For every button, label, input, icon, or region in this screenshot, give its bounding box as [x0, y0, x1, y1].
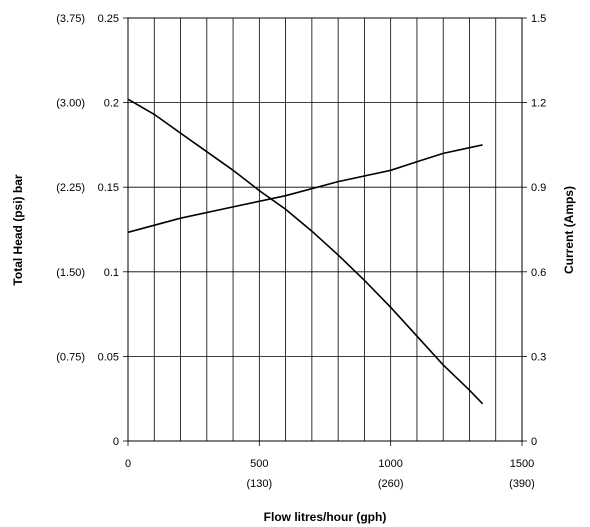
x-tick-sublabel: (130) [246, 478, 272, 490]
y-axis-left-title: Total Head (psi) bar [11, 174, 25, 285]
y-left-tick-label: 0.05 [98, 351, 119, 363]
x-tick-label: 0 [125, 458, 131, 470]
x-tick-label: 1000 [378, 458, 402, 470]
horizontal-gridlines [128, 102, 522, 357]
y-right-tick-label: 0.6 [531, 267, 546, 279]
x-axis-title: Flow litres/hour (gph) [264, 510, 387, 524]
y-right-tick-label: 0 [531, 436, 537, 448]
y-right-tick-label: 0.3 [531, 351, 546, 363]
y-left-tick-label: 0.1 [104, 267, 119, 279]
y-left-alt-tick-label: (3.00) [56, 98, 85, 110]
y-right-tick-label: 0.9 [531, 182, 546, 194]
y-right-tick-label: 1.5 [531, 13, 546, 25]
y-left-alt-tick-label: (0.75) [56, 351, 85, 363]
y-left-tick-label: 0 [113, 436, 119, 448]
series-layer [127, 98, 484, 405]
y-left-alt-tick-label: (2.25) [56, 182, 85, 194]
tick-labels: 0 0.05 (0.75) 0.1 (1.50) 0.15 (2.25) 0.2 (3.00) 0… [56, 13, 546, 490]
plot-frame [127, 17, 523, 442]
y-right-tick-label: 1.2 [531, 98, 546, 110]
y-left-alt-tick-label: (1.50) [56, 267, 85, 279]
y-left-tick-label: 0.2 [104, 98, 119, 110]
y-left-tick-label: 0.25 [98, 13, 119, 25]
vertical-gridlines [153, 18, 497, 441]
x-tick-label: 1500 [510, 458, 534, 470]
series-line-current [127, 144, 483, 234]
x-tick-sublabel: (260) [378, 478, 404, 490]
y-axis-right-title: Current (Amps) [562, 186, 576, 274]
y-left-alt-tick-label: (3.75) [56, 13, 85, 25]
series-line-head [127, 98, 484, 405]
x-tick-sublabel: (390) [509, 478, 535, 490]
y-left-tick-label: 0.15 [98, 182, 119, 194]
x-tick-label: 500 [250, 458, 268, 470]
axis-tick-marks [123, 17, 527, 446]
